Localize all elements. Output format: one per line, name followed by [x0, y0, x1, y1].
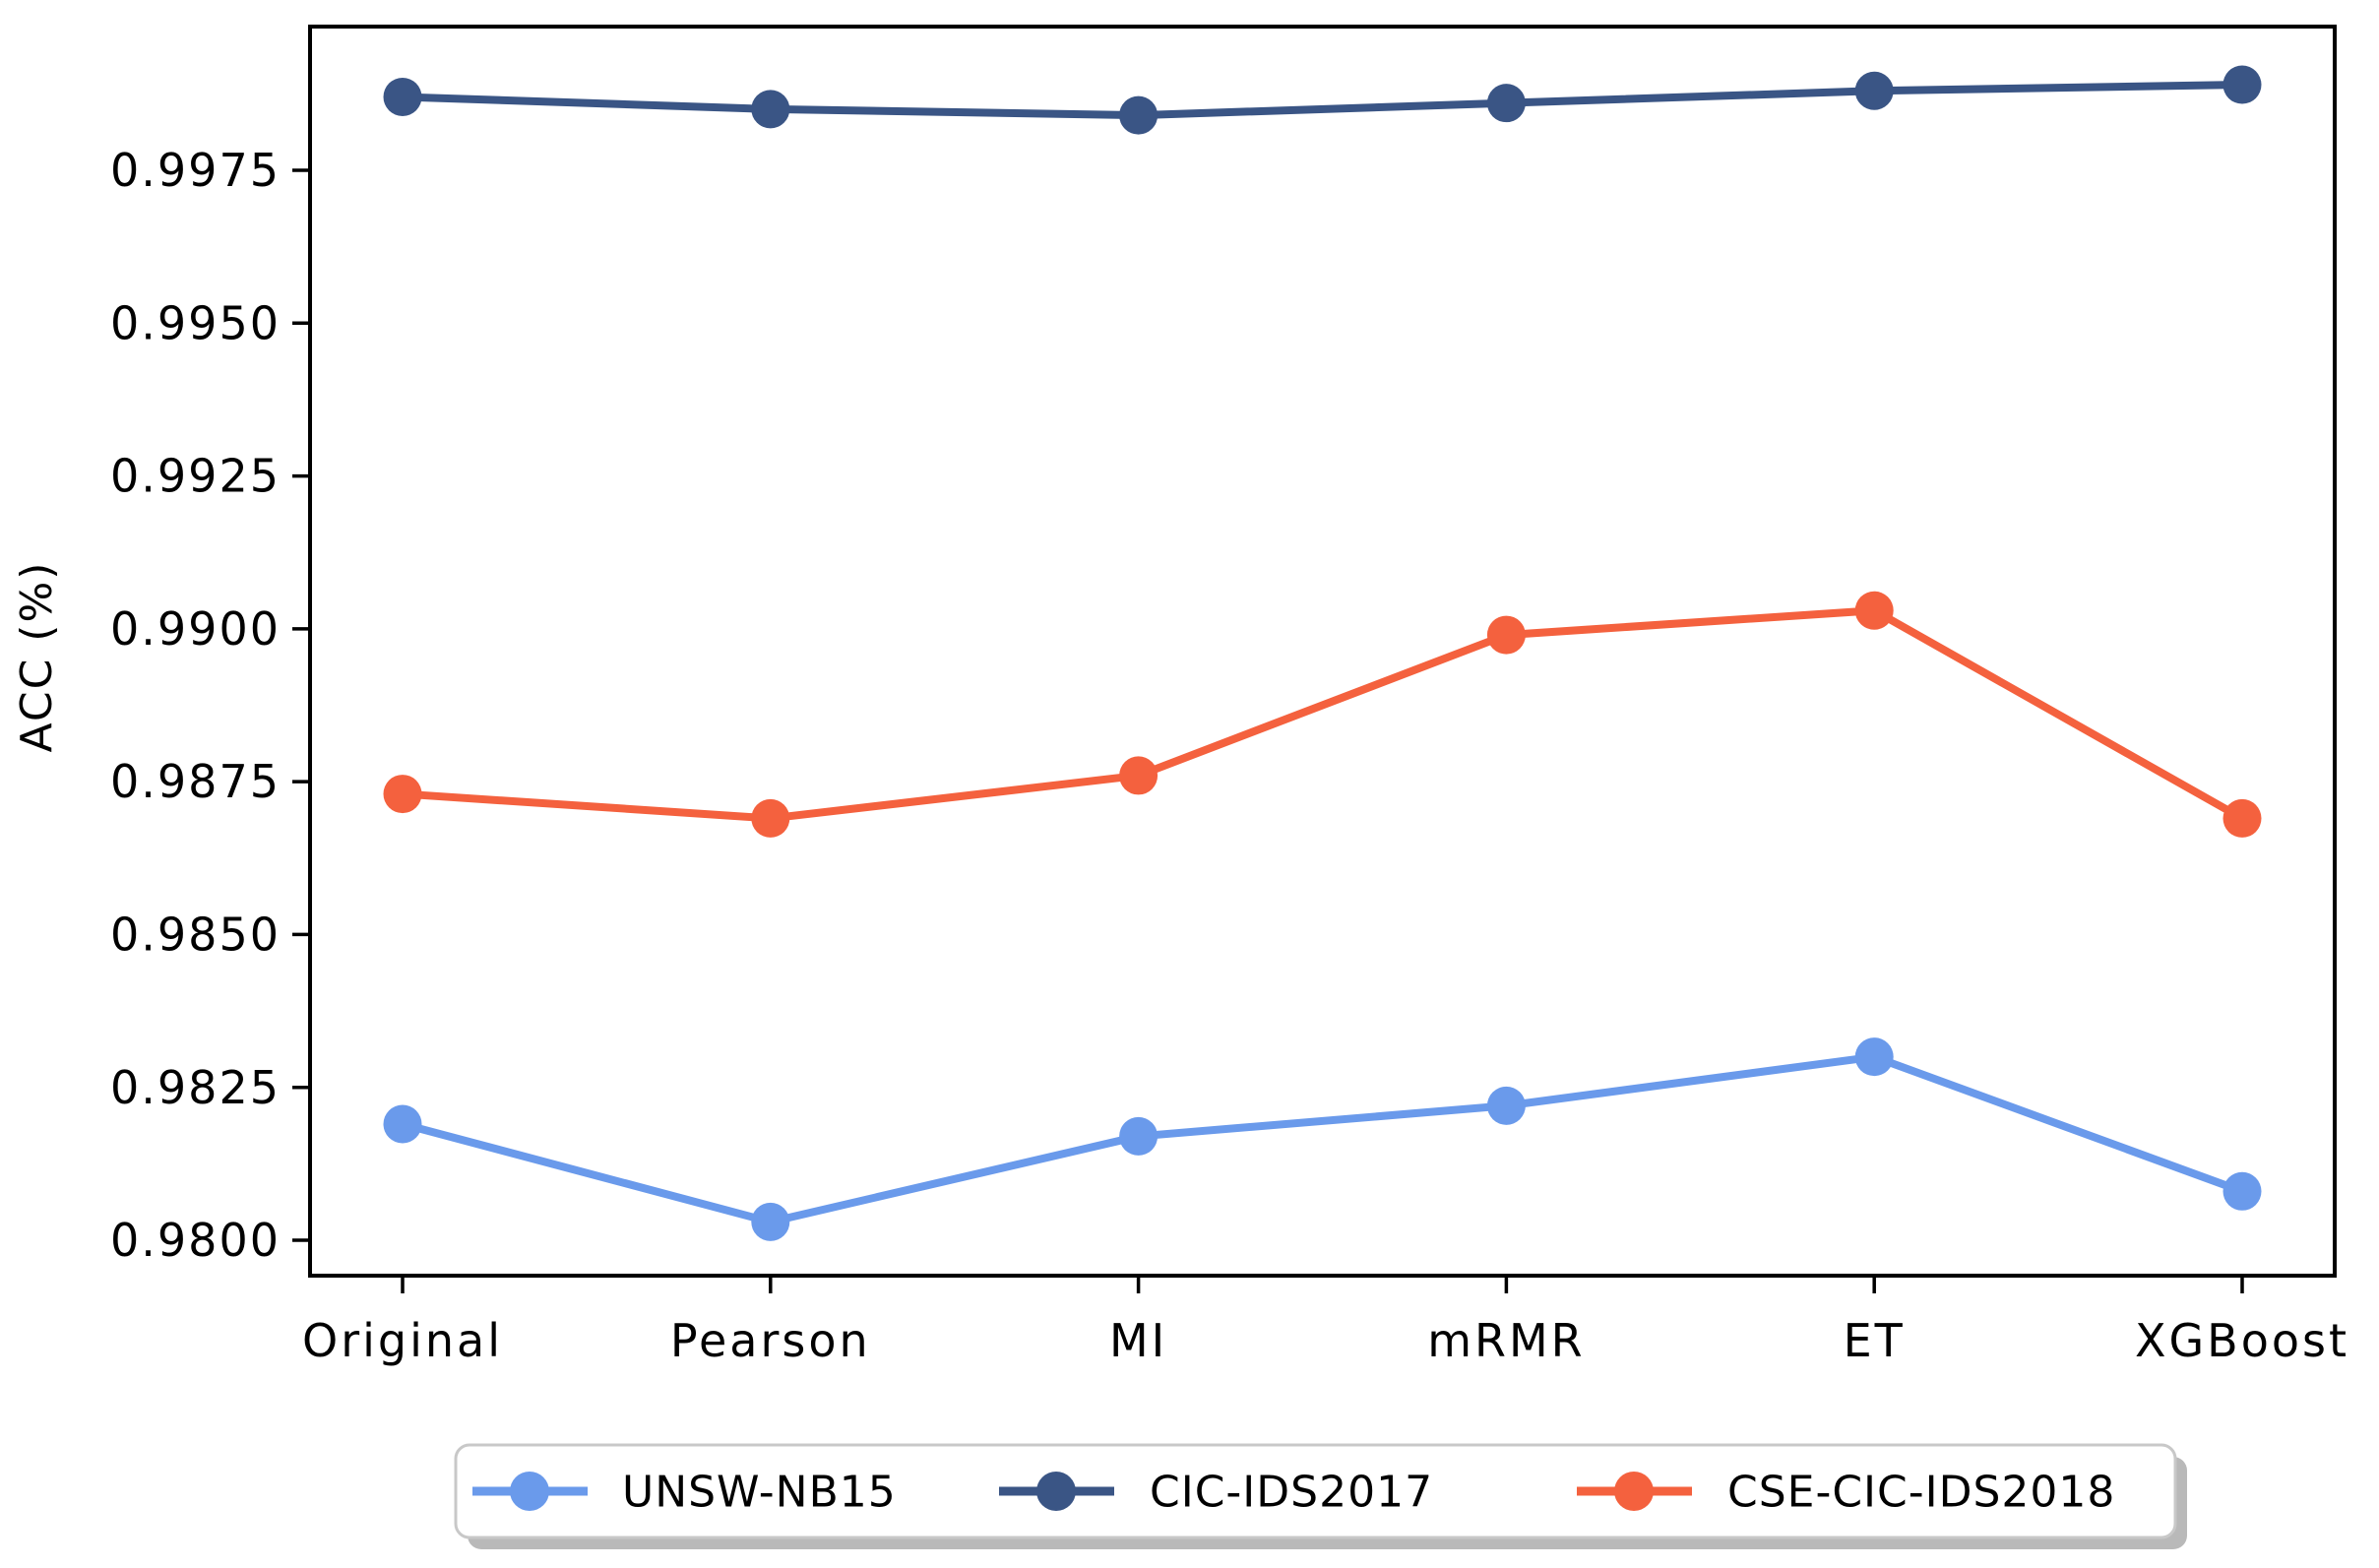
data-point: [383, 77, 422, 116]
x-tick-label: Pearson: [670, 1314, 871, 1367]
data-point: [1854, 1037, 1894, 1077]
legend-marker-dot-cse-cic-ids2018: [1614, 1472, 1654, 1511]
series-cic-ids2017: [383, 65, 2262, 135]
y-tick-label: 0.9900: [110, 602, 281, 656]
series-cse-cic-ids2018: [383, 591, 2262, 838]
y-axis-ticks: 0.9800 0.9825 0.9850 0.9875 0.9900 0.9925 0.99…: [110, 144, 310, 1267]
data-point: [751, 90, 790, 129]
data-point: [383, 1104, 422, 1144]
legend-entry-cic-ids2017: CIC-IDS2017: [999, 1467, 1433, 1517]
data-point: [751, 1202, 790, 1241]
y-tick-label: 0.9925: [110, 450, 281, 503]
series-line: [399, 606, 2246, 823]
y-tick-label: 0.9825: [110, 1061, 281, 1114]
legend-entry-cse-cic-ids2018: CSE-CIC-IDS2018: [1577, 1467, 2115, 1517]
data-point: [1486, 84, 1526, 123]
data-point: [751, 798, 790, 838]
data-point: [1486, 1086, 1526, 1125]
legend-marker-dot-unsw-nb15: [510, 1472, 549, 1511]
x-tick-label: mRMR: [1427, 1314, 1585, 1367]
x-tick-label: MI: [1109, 1314, 1167, 1367]
legend-label-cic-ids2017: CIC-IDS2017: [1150, 1467, 1433, 1517]
y-tick-label: 0.9850: [110, 909, 281, 962]
y-axis-title: ACC (%): [12, 561, 62, 753]
y-tick-label: 0.9800: [110, 1214, 281, 1267]
data-point: [2222, 1171, 2262, 1211]
x-tick-label: Original: [302, 1314, 503, 1367]
y-tick-label: 0.9875: [110, 755, 281, 808]
legend-label-unsw-nb15: UNSW-NB15: [622, 1467, 897, 1517]
legend-box: [454, 1443, 2177, 1539]
data-point: [383, 775, 422, 814]
legend-label-cse-cic-ids2018: CSE-CIC-IDS2018: [1727, 1467, 2115, 1517]
x-tick-label: XGBoost: [2135, 1314, 2349, 1367]
series-layer: [383, 65, 2262, 1241]
y-tick-label: 0.9975: [110, 144, 281, 197]
legend: UNSW-NB15 CIC-IDS2017 CSE-CIC-IDS2018: [454, 1443, 2187, 1549]
x-tick-label: ET: [1844, 1314, 1906, 1367]
plot-frame: [308, 25, 2337, 1278]
data-point: [2222, 798, 2262, 838]
data-point: [1854, 71, 1894, 110]
legend-marker-dot-cic-ids2017: [1036, 1472, 1076, 1511]
legend-entry-unsw-nb15: UNSW-NB15: [472, 1467, 897, 1517]
data-point: [1119, 756, 1158, 795]
data-point: [1486, 615, 1526, 655]
data-point: [2222, 65, 2262, 104]
x-axis-ticks: Original Pearson MI mRMR ET XGBoost: [302, 1276, 2349, 1367]
data-point: [1119, 95, 1158, 135]
y-tick-label: 0.9950: [110, 296, 281, 349]
data-point: [1854, 591, 1894, 630]
series-line: [399, 1052, 2246, 1226]
series-line: [399, 81, 2246, 120]
data-point: [1119, 1116, 1158, 1156]
series-unsw-nb15: [383, 1037, 2262, 1241]
